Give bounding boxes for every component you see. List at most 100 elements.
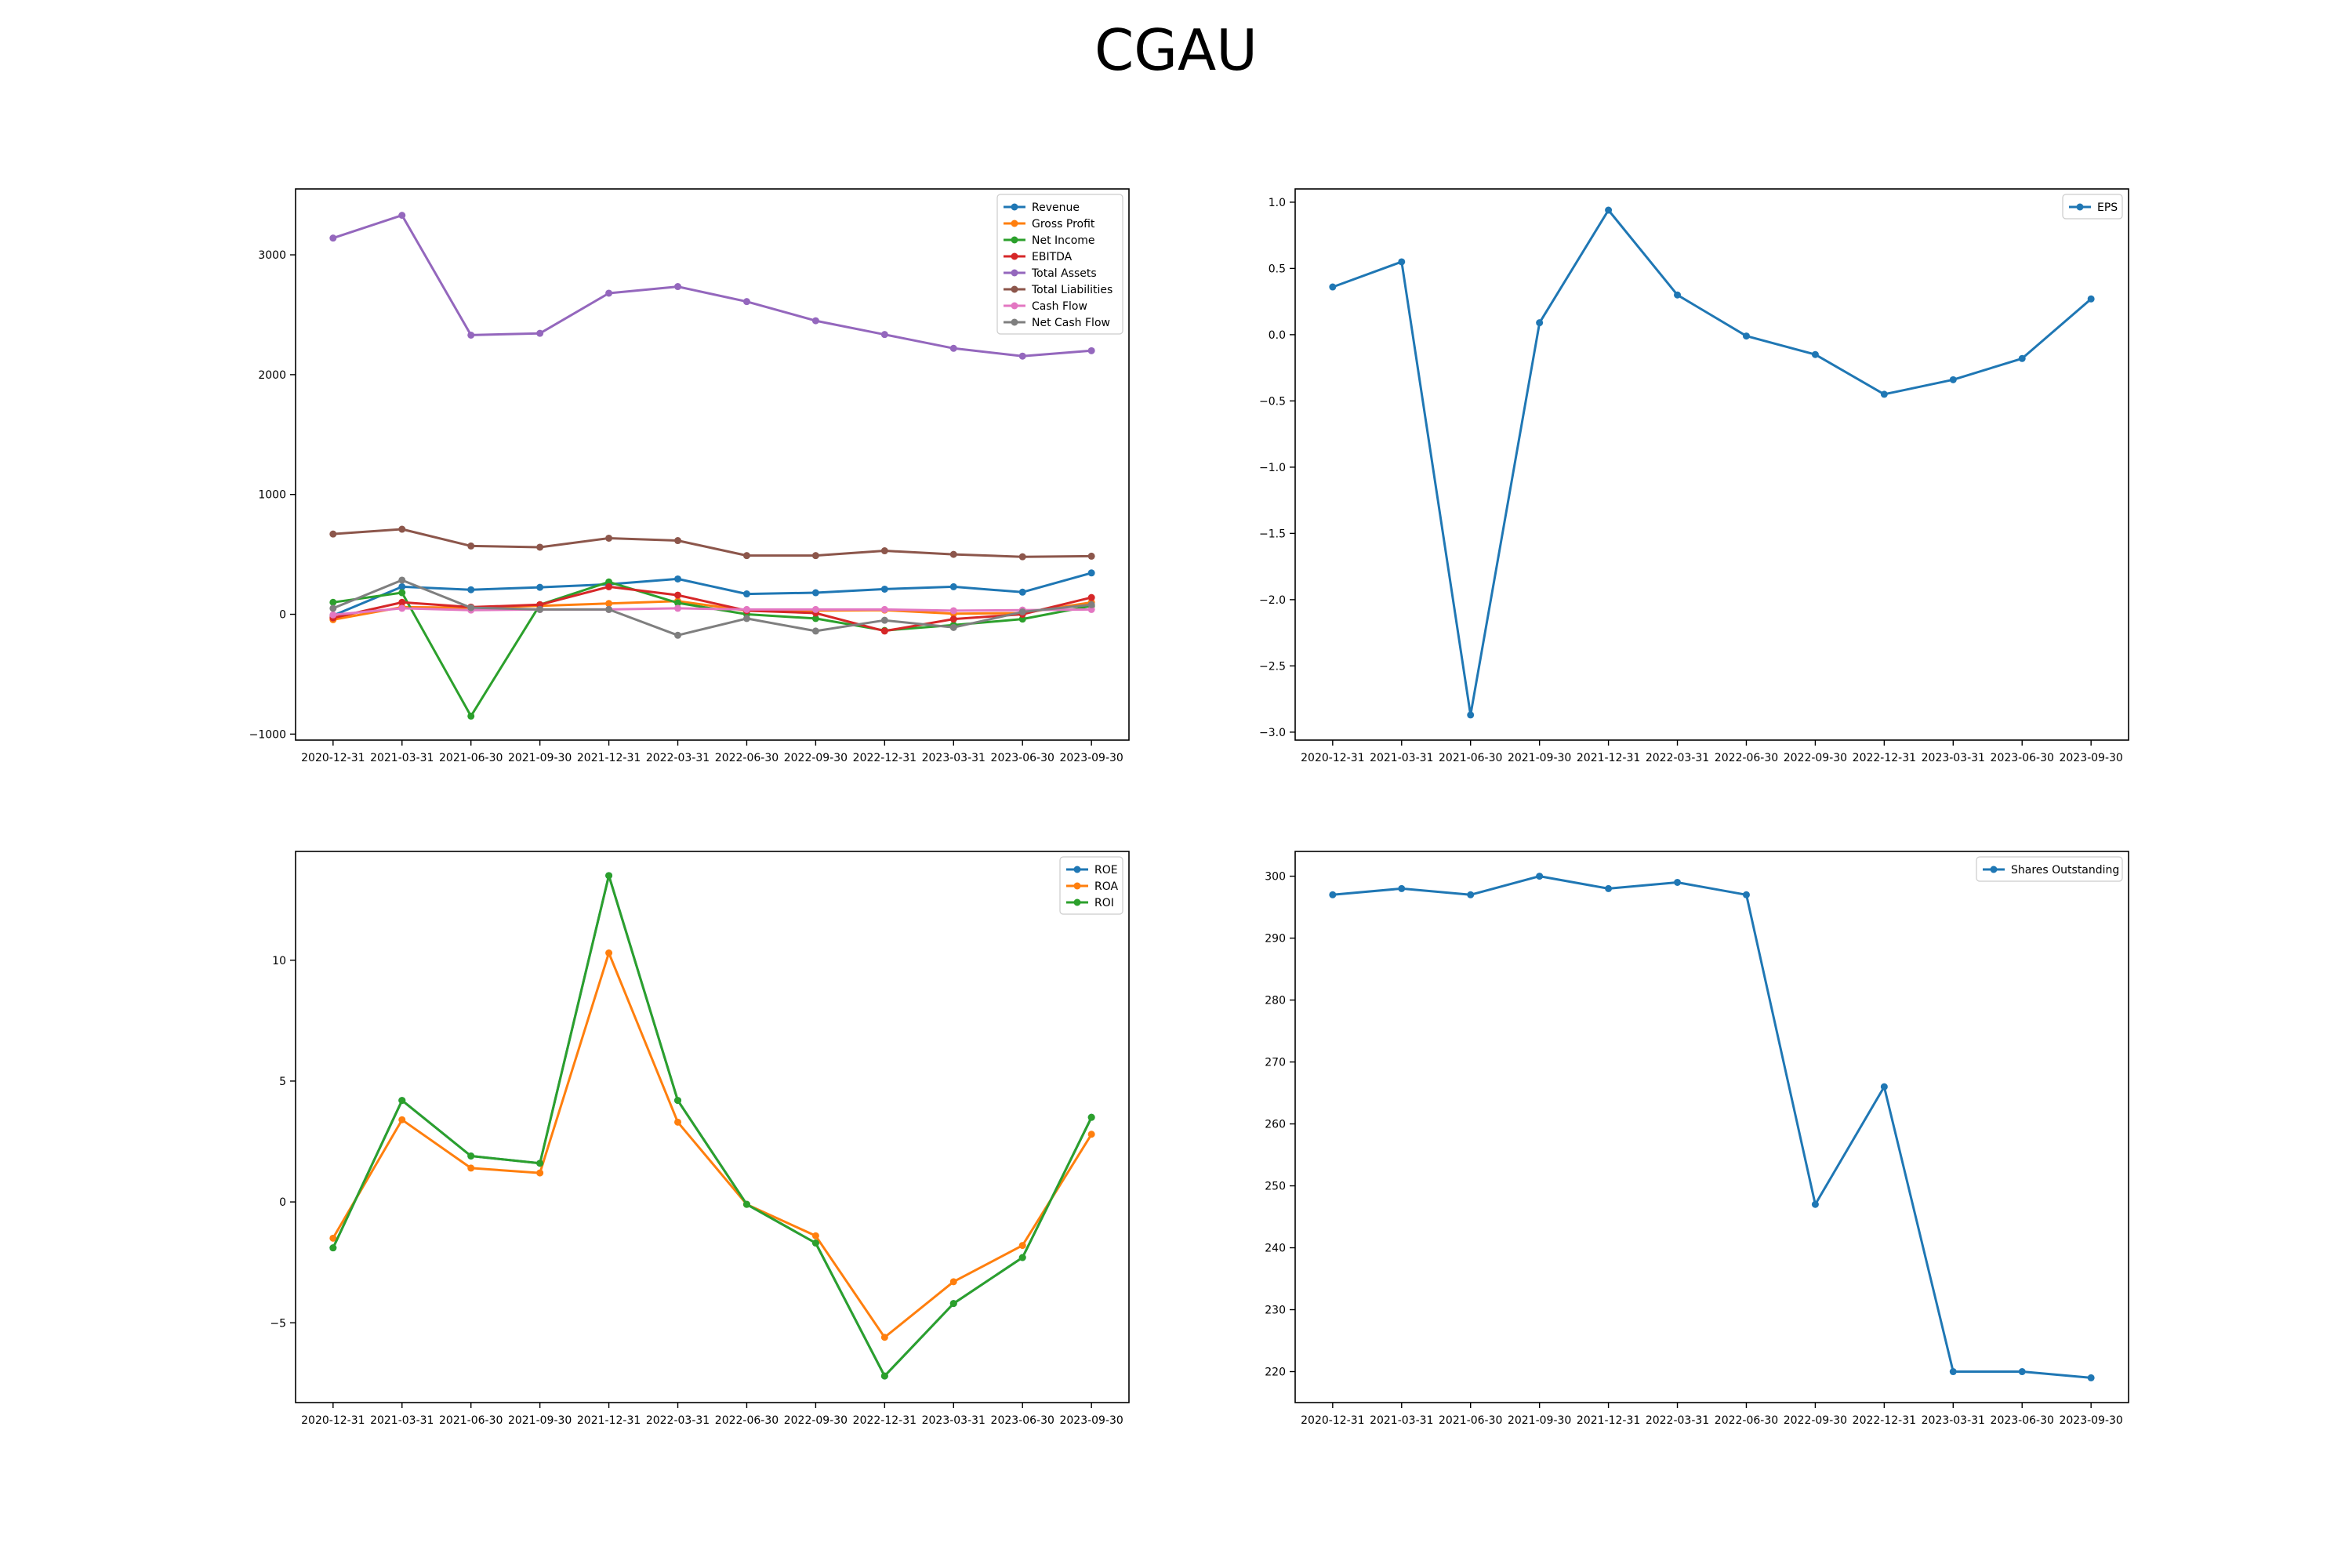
data-point (674, 1118, 682, 1126)
data-point (329, 604, 337, 612)
legend: ROE ROA ROI (1059, 856, 1123, 915)
data-point (467, 604, 475, 612)
data-point (949, 615, 957, 623)
y-tick-label: 10 (272, 955, 286, 967)
legend-label: Gross Profit (1032, 218, 1095, 230)
legend-box (2062, 194, 2123, 220)
x-tick-label: 2022-06-30 (715, 1414, 779, 1427)
x-tick-label: 2023-09-30 (1059, 752, 1123, 764)
x-tick-label: 2022-03-31 (1646, 1414, 1709, 1427)
chart-panel-1: 2020-12-31 2021-03-31 2021-06-30 2021-09-30… (249, 188, 1130, 764)
data-point (536, 329, 544, 337)
data-point (1018, 608, 1026, 615)
legend-marker (1011, 302, 1018, 310)
data-point (1880, 1083, 1888, 1091)
y-tick-label: −2.5 (1259, 660, 1286, 673)
series-net-cash-flow (329, 576, 1095, 639)
data-point (742, 605, 750, 613)
y-tick-label: −1.5 (1259, 528, 1286, 540)
data-point (2018, 1368, 2026, 1376)
data-point (398, 1097, 406, 1105)
data-point (398, 525, 406, 533)
x-tick-label: 2021-09-30 (508, 1414, 572, 1427)
x-tick-label: 2021-12-31 (1577, 752, 1640, 764)
y-tick-label: 230 (1265, 1305, 1286, 1317)
data-point (742, 590, 750, 598)
legend-marker (1990, 866, 1998, 873)
data-point (2087, 1374, 2095, 1381)
x-tick-label: 2021-12-31 (577, 1414, 641, 1427)
data-point (1674, 878, 1682, 886)
data-point (2018, 354, 2026, 362)
y-tick-label: 0 (279, 609, 286, 622)
data-point (880, 627, 888, 635)
x-tick-label: 2022-06-30 (1715, 752, 1778, 764)
legend-label: Shares Outstanding (2011, 864, 2119, 877)
series-line (1332, 209, 2092, 717)
data-point (949, 550, 957, 558)
data-point (605, 605, 613, 613)
x-tick-label: 2021-09-30 (1508, 1414, 1571, 1427)
y-tick-label: 220 (1265, 1367, 1286, 1379)
legend-label: Net Cash Flow (1032, 317, 1110, 329)
data-point (536, 1169, 544, 1177)
plot-frame (295, 188, 1130, 741)
chart-panel-2: 2020-12-31 2021-03-31 2021-06-30 2021-09-30… (1259, 188, 2129, 764)
data-point (1018, 352, 1026, 360)
legend-label: Cash Flow (1032, 300, 1087, 313)
x-tick-label: 2022-03-31 (1646, 752, 1709, 764)
data-point (1329, 891, 1337, 898)
data-point (536, 543, 544, 551)
x-tick-label: 2022-12-31 (853, 752, 916, 764)
data-point (329, 611, 337, 619)
data-point (880, 616, 888, 624)
legend-label: EPS (2097, 201, 2118, 214)
y-tick-label: 300 (1265, 871, 1286, 884)
data-point (949, 1278, 957, 1286)
x-tick-label: 2020-12-31 (301, 752, 365, 764)
data-point (1018, 588, 1026, 596)
data-point (674, 604, 682, 612)
data-point (1087, 569, 1095, 577)
data-point (467, 1164, 475, 1172)
x-tick-label: 2023-06-30 (991, 1414, 1054, 1427)
y-tick-label: 260 (1265, 1119, 1286, 1131)
data-point (742, 615, 750, 622)
legend-label: ROA (1094, 880, 1119, 893)
x-tick-label: 2021-03-31 (370, 752, 434, 764)
data-point (674, 537, 682, 545)
series-line (332, 874, 1093, 1377)
data-point (605, 872, 613, 880)
data-point (674, 591, 682, 599)
series-roa (329, 949, 1095, 1341)
data-point (1018, 1254, 1026, 1261)
chart-panel-4: 2020-12-31 2021-03-31 2021-06-30 2021-09-30… (1265, 851, 2129, 1427)
x-tick-label: 2022-06-30 (715, 752, 779, 764)
data-point (1087, 601, 1095, 608)
series-line (332, 585, 1092, 633)
data-point (605, 583, 613, 590)
data-point (398, 589, 406, 597)
x-tick-label: 2021-09-30 (1508, 752, 1571, 764)
data-point (467, 1152, 475, 1160)
x-tick-label: 2021-06-30 (439, 1414, 503, 1427)
legend: Revenue Gross Profit Net Income EBITDA Total… (996, 194, 1123, 335)
series-line (332, 607, 1092, 616)
legend-label: ROI (1094, 897, 1114, 909)
x-tick-label: 2023-06-30 (1991, 752, 2054, 764)
x-tick-label: 2022-09-30 (784, 752, 848, 764)
data-point (398, 1116, 406, 1123)
data-point (949, 1300, 957, 1308)
data-point (811, 589, 819, 597)
data-point (329, 1234, 337, 1242)
x-tick-label: 2022-09-30 (1784, 752, 1847, 764)
data-point (398, 598, 406, 606)
x-tick-label: 2021-03-31 (1370, 752, 1433, 764)
data-point (880, 585, 888, 593)
legend-marker (1011, 318, 1018, 326)
legend-marker (1073, 882, 1081, 890)
x-tick-label: 2022-09-30 (1784, 1414, 1847, 1427)
series-line (332, 572, 1092, 617)
data-point (1742, 891, 1750, 898)
